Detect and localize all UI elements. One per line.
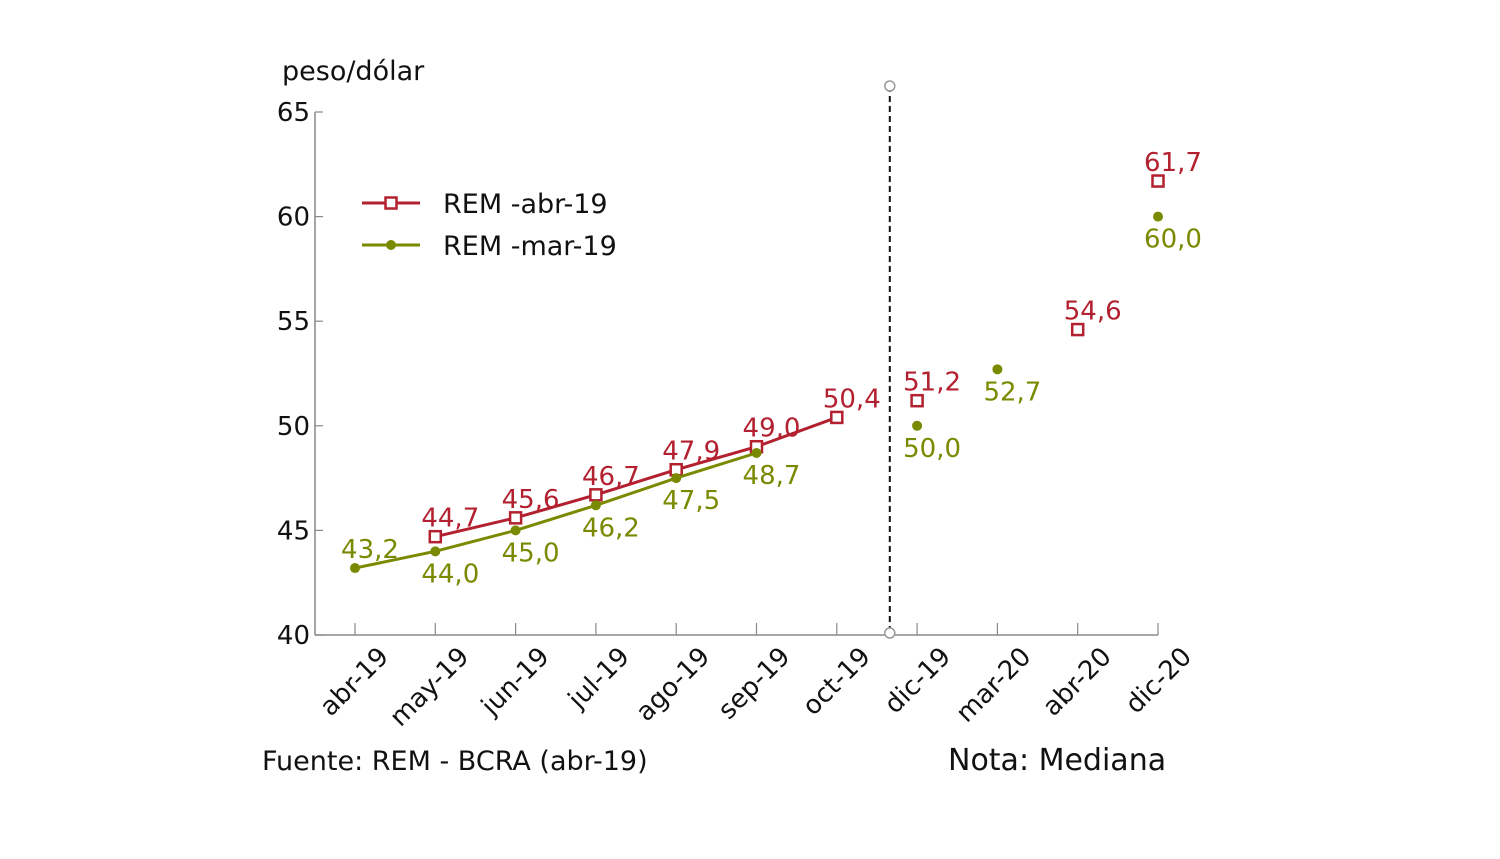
y-tick-label: 60 — [277, 203, 310, 233]
data-point — [912, 420, 923, 431]
divider-handle — [884, 627, 896, 639]
x-tick-label: mar-20 — [951, 642, 1038, 729]
x-tick-label: sep-19 — [713, 642, 797, 726]
data-label: 48,7 — [743, 461, 801, 491]
data-label: 44,0 — [421, 559, 479, 589]
data-label: 52,7 — [983, 377, 1041, 407]
y-axis-label: peso/dólar — [282, 56, 425, 87]
y-tick-label: 50 — [277, 412, 310, 442]
y-tick-label: 65 — [277, 98, 310, 128]
data-point — [910, 393, 924, 408]
series-line — [434, 416, 838, 539]
data-point — [1151, 174, 1165, 188]
data-label: 49,0 — [743, 414, 801, 444]
y-tick-label: 45 — [277, 516, 310, 546]
data-label: 45,6 — [502, 485, 560, 515]
legend-label: REM -mar-19 — [443, 231, 617, 262]
data-label: 50,4 — [823, 384, 881, 414]
data-point — [386, 240, 396, 250]
x-tick-label: may-19 — [384, 642, 475, 733]
source-note: Fuente: REM - BCRA (abr-19) — [262, 746, 648, 777]
data-point — [1153, 211, 1163, 222]
median-note: Nota: Mediana — [948, 743, 1166, 778]
data-label: 51,2 — [903, 368, 961, 398]
data-label: 61,7 — [1144, 148, 1202, 178]
data-label: 46,7 — [582, 462, 640, 492]
series-line — [354, 451, 757, 570]
data-point — [671, 473, 682, 484]
data-point — [992, 364, 1003, 375]
divider-handle — [884, 80, 896, 92]
x-tick-label: ago-19 — [630, 642, 716, 728]
data-point — [350, 563, 360, 574]
data-point — [428, 529, 443, 544]
x-tick-label: abr-19 — [314, 642, 395, 723]
data-label: 43,2 — [341, 535, 399, 565]
x-tick-label: dic-20 — [1120, 642, 1198, 720]
y-tick-label: 40 — [277, 621, 310, 651]
data-label: 45,0 — [502, 538, 560, 568]
data-label: 47,9 — [662, 437, 720, 467]
x-tick-label: dic-19 — [879, 642, 957, 720]
data-point — [384, 196, 398, 210]
data-label: 60,0 — [1144, 225, 1202, 255]
data-label: 47,5 — [662, 486, 720, 516]
y-tick-label: 55 — [277, 307, 310, 337]
data-point — [1070, 322, 1085, 337]
x-tick-label: jul-19 — [562, 642, 636, 716]
legend-label: REM -abr-19 — [443, 189, 608, 220]
data-label: 54,6 — [1064, 297, 1122, 327]
x-tick-label: jun-19 — [475, 642, 555, 722]
data-point — [830, 410, 844, 425]
data-label: 50,0 — [903, 434, 961, 464]
data-point — [590, 500, 601, 511]
data-point — [751, 447, 762, 458]
data-label: 46,2 — [582, 513, 640, 543]
data-point — [510, 525, 521, 536]
x-tick-label: oct-19 — [797, 642, 877, 722]
data-point — [430, 546, 441, 557]
x-tick-label: abr-20 — [1037, 642, 1118, 723]
data-label: 44,7 — [421, 504, 479, 534]
data-point — [508, 511, 523, 525]
